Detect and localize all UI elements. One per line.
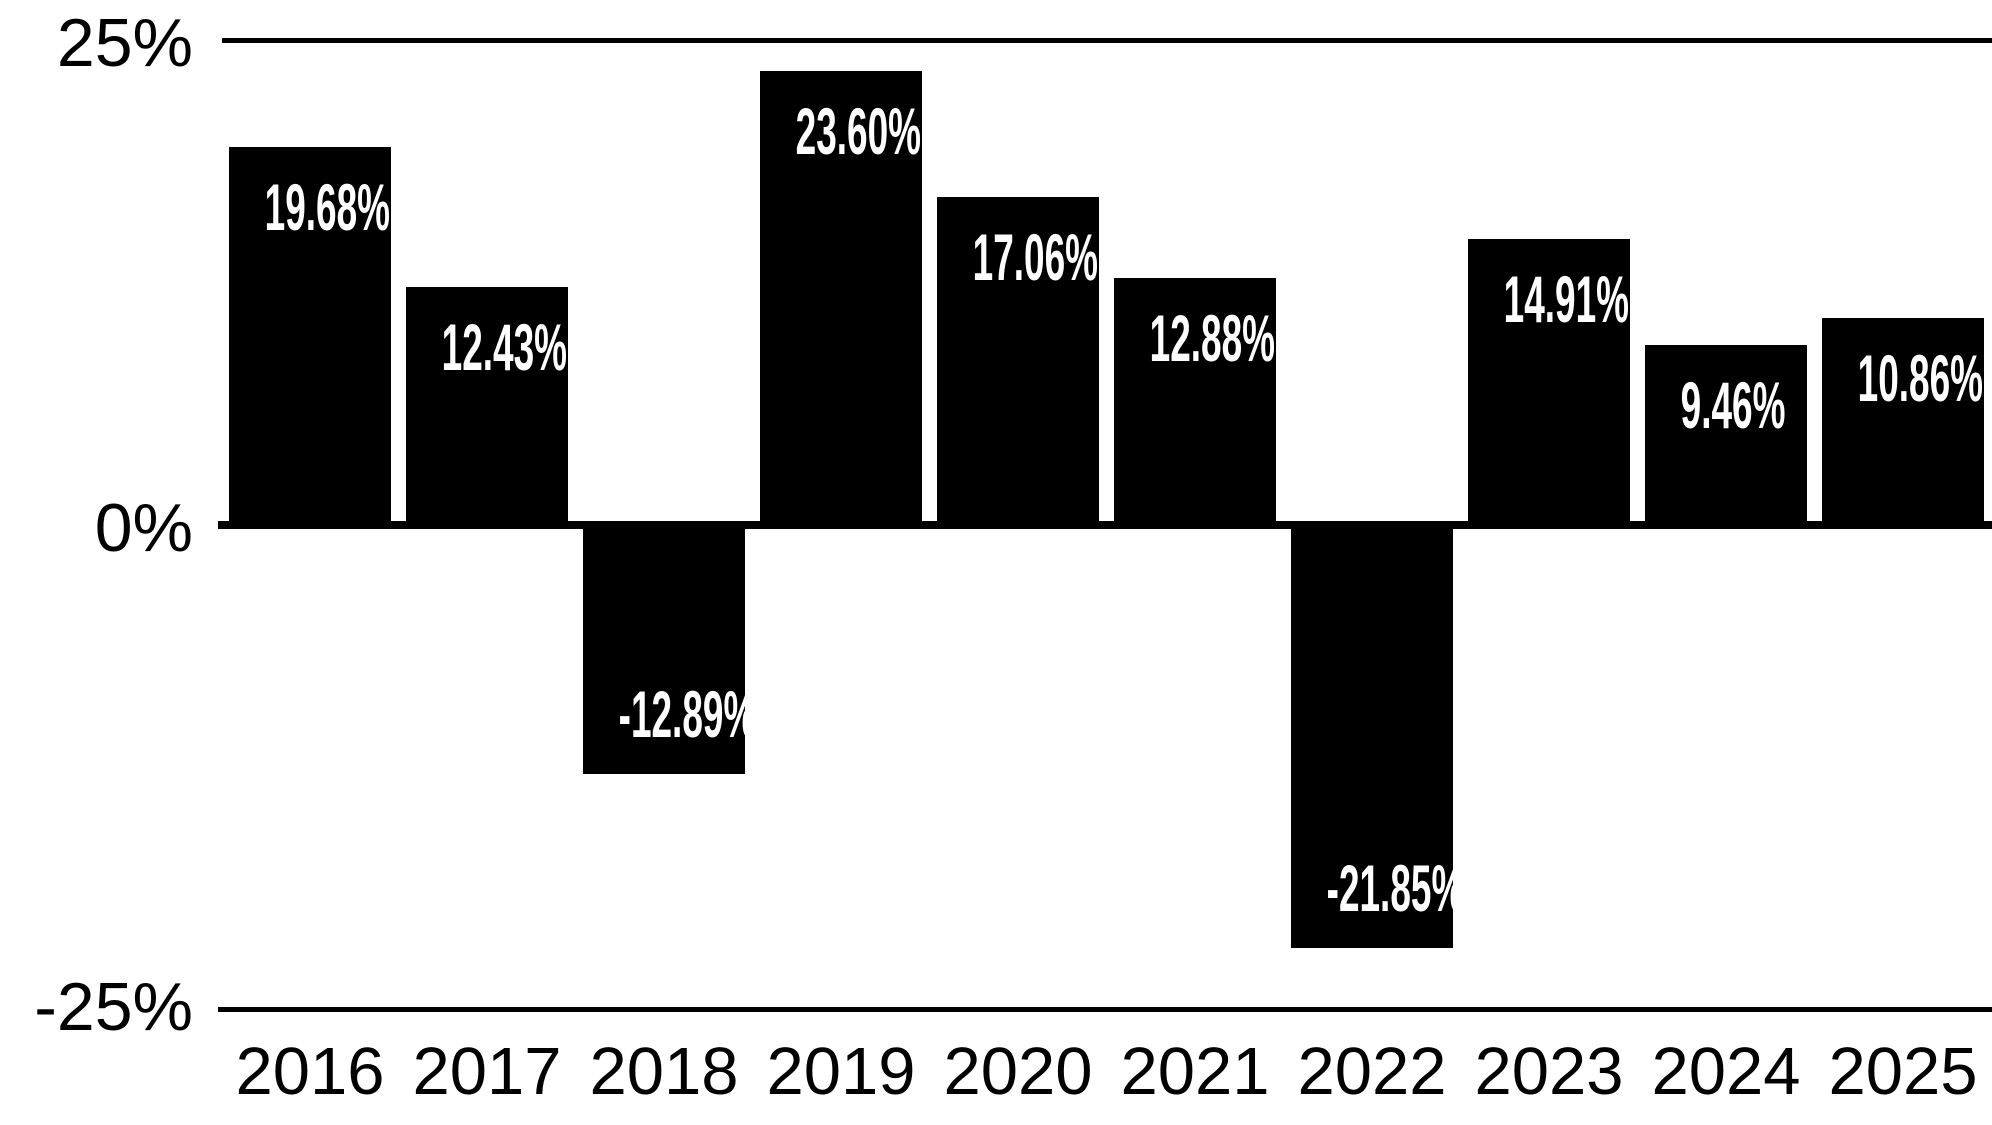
bar-2016: 19.68%: [229, 146, 391, 528]
bar-value-label-2025: 10.86%: [1857, 340, 1984, 415]
bar-2017: 12.43%: [406, 287, 568, 528]
bar-2018: -12.89%: [583, 521, 757, 775]
bar-2020: 17.06%: [937, 197, 1099, 528]
x-axis-zero-line: [218, 521, 1992, 529]
x-tick-2024: 2024: [1651, 1034, 1801, 1109]
x-tick-2025: 2025: [1828, 1034, 1978, 1109]
bar-2025: 10.86%: [1822, 317, 1984, 528]
bar-value-label-2024: 9.46%: [1680, 367, 1786, 442]
bar-value-label-2022: -21.85%: [1326, 850, 1465, 925]
bar-2021: 12.88%: [1114, 278, 1276, 528]
y-tick-neg25pct: -25%: [34, 969, 193, 1045]
x-tick-2022: 2022: [1297, 1034, 1447, 1109]
bar-value-label-2021: 12.88%: [1149, 301, 1276, 376]
bar-value-label-2019: 23.60%: [795, 93, 922, 168]
bar-value-label-2016: 19.68%: [264, 169, 391, 244]
bar-2022: -21.85%: [1291, 521, 1465, 948]
y-tick-0pct: 0%: [94, 490, 193, 566]
x-tick-2019: 2019: [766, 1034, 916, 1109]
bar-2023: 14.91%: [1468, 239, 1630, 528]
x-tick-2017: 2017: [412, 1034, 562, 1109]
bar-2024: 9.46%: [1645, 344, 1807, 528]
bar-2019: 23.60%: [760, 70, 922, 528]
gridline-neg25pct: [218, 1007, 1992, 1012]
x-tick-2020: 2020: [943, 1034, 1093, 1109]
x-tick-2021: 2021: [1120, 1034, 1270, 1109]
bar-value-label-2018: -12.89%: [618, 677, 757, 752]
bar-value-label-2023: 14.91%: [1503, 262, 1630, 337]
x-tick-2018: 2018: [589, 1034, 739, 1109]
y-tick-25pct: 25%: [56, 5, 193, 81]
bar-value-label-2017: 12.43%: [441, 310, 568, 385]
x-tick-2016: 2016: [235, 1034, 385, 1109]
bar-value-label-2020: 17.06%: [972, 220, 1099, 295]
x-tick-2023: 2023: [1474, 1034, 1624, 1109]
gridline-25pct: [222, 38, 1992, 43]
